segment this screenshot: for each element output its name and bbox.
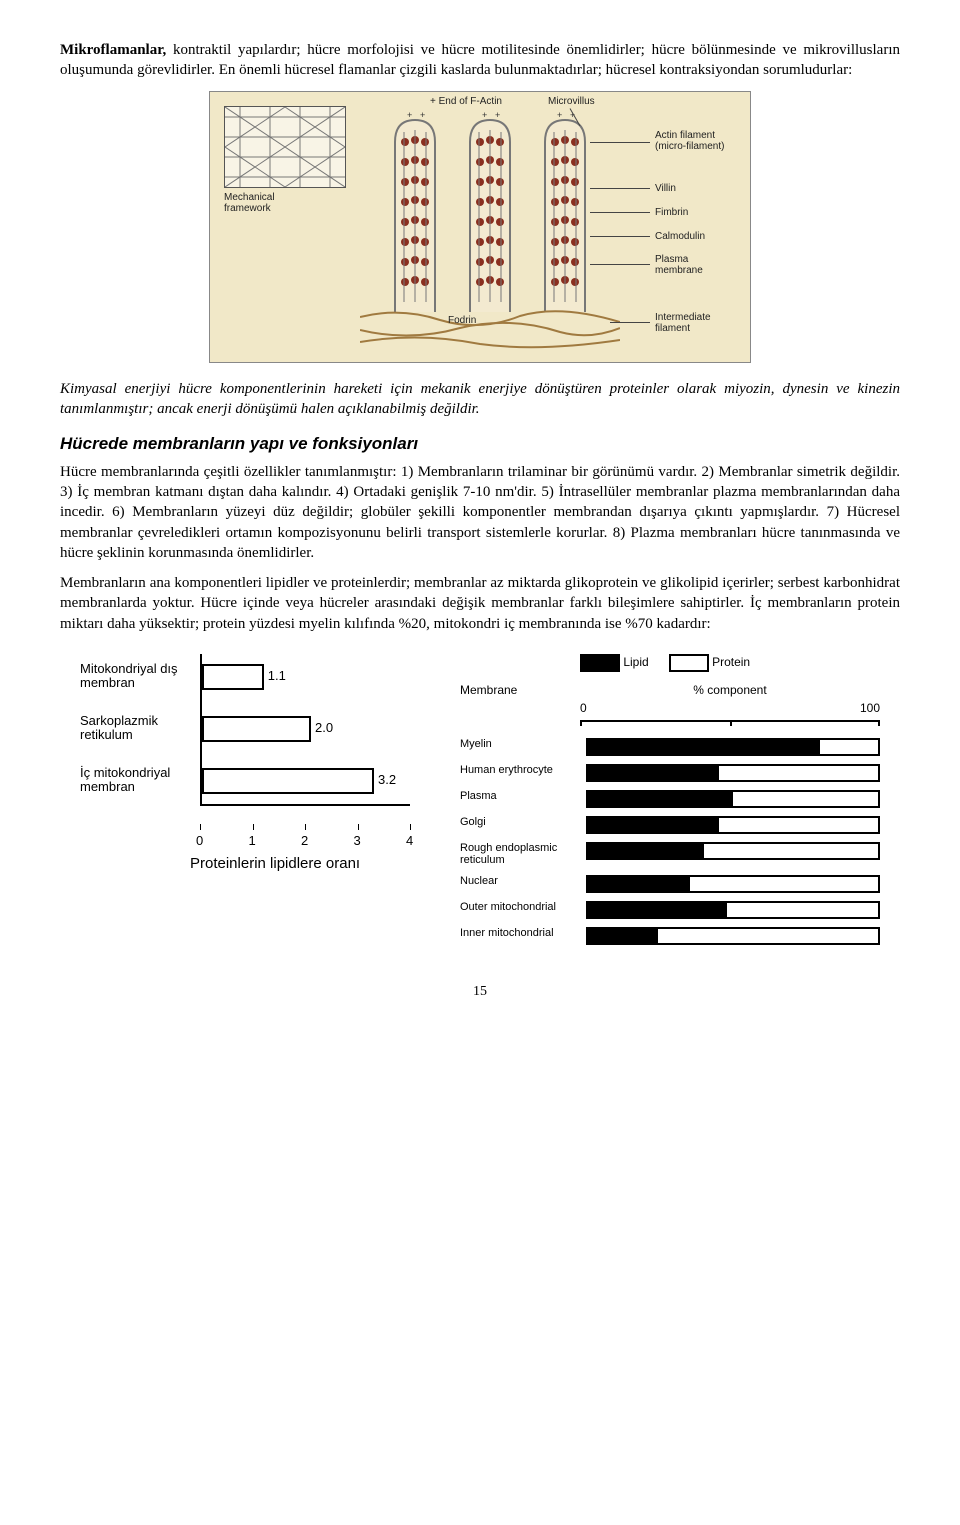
chart2-row: Outer mitochondrial [460, 901, 880, 919]
svg-text:+: + [407, 110, 412, 120]
chart1-value: 3.2 [378, 771, 396, 789]
chart2-scale-min: 0 [580, 700, 587, 716]
chart2-row-name: Myelin [460, 738, 586, 750]
chart-membrane-composition: Lipid ProteinMembrane% component0100Myel… [460, 654, 880, 953]
paragraph-membrane-features: Hücre membranlarında çeşitli özellikler … [60, 462, 900, 563]
chart2-bar [586, 901, 880, 919]
chart2-bar [586, 738, 880, 756]
heading-membranes: Hücrede membranların yapı ve fonksiyonla… [60, 433, 900, 456]
label-villin: Villin [655, 183, 676, 194]
paragraph-intro: Mikroflamanlar, kontraktil yapılardır; h… [60, 40, 900, 81]
legend-protein-swatch [669, 654, 709, 672]
chart2-bar-lipid-fill [588, 844, 704, 858]
leader-fimbrin [590, 212, 650, 213]
chart2-header-membrane: Membrane [460, 682, 580, 698]
chart2-row: Nuclear [460, 875, 880, 893]
svg-text:+: + [482, 110, 487, 120]
chart2-bar-lipid-fill [588, 818, 719, 832]
label-end-f-actin: + End of F-Actin [430, 96, 502, 107]
legend-protein-label: Protein [712, 655, 750, 669]
figure-villus-3: ++ [540, 112, 590, 312]
leader-intermediate [610, 322, 650, 323]
chart2-bar-lipid-fill [588, 877, 690, 891]
chart2-bar-lipid-fill [588, 740, 820, 754]
chart2-legend: Lipid Protein [580, 654, 880, 672]
term-mikroflamanlar: Mikroflamanlar, [60, 42, 166, 58]
page-number: 15 [60, 983, 900, 1002]
chart1-bar [202, 768, 374, 794]
label-intermediate: Intermediate filament [655, 312, 735, 334]
legend-lipid-label: Lipid [623, 655, 648, 669]
chart2-bar [586, 816, 880, 834]
label-microvillus: Microvillus [548, 96, 595, 107]
chart1-category-label: İç mitokondriyal membran [80, 766, 190, 795]
paragraph-kinetic-proteins: Kimyasal enerjiyi hücre komponentlerinin… [60, 379, 900, 420]
chart2-bar [586, 842, 880, 860]
chart2-header: Membrane% component [460, 682, 880, 698]
chart1-bar [202, 664, 264, 690]
chart2-row: Golgi [460, 816, 880, 834]
paragraph-membrane-components: Membranların ana komponentleri lipidler … [60, 573, 900, 634]
chart2-row: Myelin [460, 738, 880, 756]
leader-plasma [590, 264, 650, 265]
chart2-row-name: Human erythrocyte [460, 764, 586, 776]
chart2-bar-lipid-fill [588, 766, 719, 780]
chart1-tick-label: 1 [249, 832, 256, 850]
chart2-row: Inner mitochondrial [460, 927, 880, 945]
figure-base-fibers [360, 302, 620, 352]
svg-text:+: + [495, 110, 500, 120]
chart2-row: Rough endoplasmic reticulum [460, 842, 880, 866]
chart2-bar-lipid-fill [588, 792, 733, 806]
label-calmodulin: Calmodulin [655, 231, 705, 242]
chart1-bar [202, 716, 311, 742]
chart1-tick-label: 4 [406, 832, 413, 850]
chart2-scale-max: 100 [860, 700, 880, 716]
chart1-tick-label: 0 [196, 832, 203, 850]
svg-text:+: + [557, 110, 562, 120]
chart2-row-name: Nuclear [460, 875, 586, 887]
leader-villin [590, 188, 650, 189]
chart1-value: 2.0 [315, 719, 333, 737]
chart2-row: Plasma [460, 790, 880, 808]
chart2-row-name: Outer mitochondrial [460, 901, 586, 913]
para1-rest: kontraktil yapılardır; hücre morfolojisi… [60, 42, 900, 78]
chart2-bar-lipid-fill [588, 903, 727, 917]
label-plasma: Plasma membrane [655, 254, 725, 276]
chart2-bar [586, 790, 880, 808]
chart2-bar-lipid-fill [588, 929, 658, 943]
chart1-category-label: Mitokondriyal dış membran [80, 662, 190, 691]
legend-lipid-swatch [580, 654, 620, 672]
chart1-value: 1.1 [268, 667, 286, 685]
leader-calmodulin [590, 236, 650, 237]
figure-mechanical-framework [224, 106, 346, 188]
charts-container: Mitokondriyal dış membran 1.1 Sarkoplazmik… [60, 644, 900, 953]
label-actin: Actin filament (micro-filament) [655, 130, 735, 152]
chart2-bar [586, 927, 880, 945]
figure-villus-1: ++ [390, 112, 440, 312]
chart-protein-lipid-ratio: Mitokondriyal dış membran 1.1 Sarkoplazmik… [80, 654, 430, 884]
figure-villus-2: ++ [465, 112, 515, 312]
chart2-row-name: Plasma [460, 790, 586, 802]
svg-text:+: + [420, 110, 425, 120]
chart2-row: Human erythrocyte [460, 764, 880, 782]
chart1-x-axis-label: Proteinlerin lipidlere oranı [190, 854, 360, 874]
chart2-header-percent: % component [580, 682, 880, 698]
chart1-tick-label: 2 [301, 832, 308, 850]
figure-microvillus: Mechanical framework ++ [209, 91, 751, 363]
chart1-tick-label: 3 [354, 832, 361, 850]
chart2-bar [586, 764, 880, 782]
label-fodrin: Fodrin [448, 315, 476, 326]
chart1-category-label: Sarkoplazmik retikulum [80, 714, 190, 743]
chart2-row-name: Inner mitochondrial [460, 927, 586, 939]
label-fimbrin: Fimbrin [655, 207, 688, 218]
label-mechanical-framework: Mechanical framework [224, 192, 304, 214]
chart2-bar [586, 875, 880, 893]
chart2-row-name: Golgi [460, 816, 586, 828]
chart2-row-name: Rough endoplasmic reticulum [460, 842, 586, 866]
leader-actin [590, 142, 650, 143]
